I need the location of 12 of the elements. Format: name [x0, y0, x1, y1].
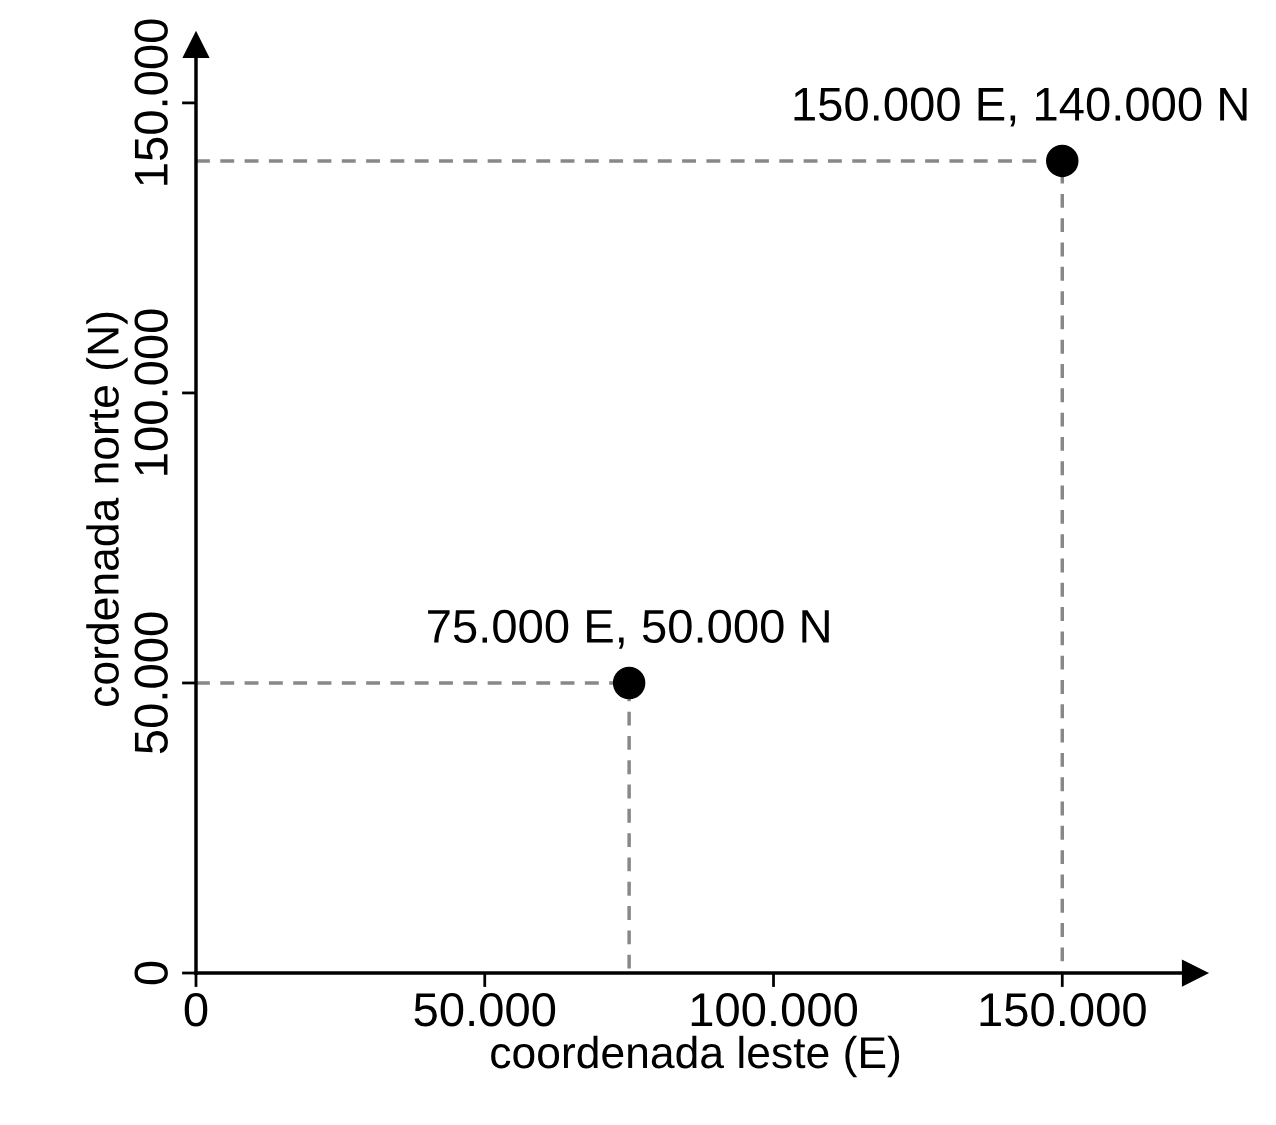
- y-tick-label: 50.000: [134, 612, 168, 754]
- x-tick-label: 100.000: [691, 993, 858, 1027]
- y-tick-label: 150.000: [134, 19, 168, 185]
- y-axis-title: cordenada norte (N): [86, 312, 128, 706]
- y-tick-label: 100.000: [134, 309, 168, 475]
- y-tick-label: 0: [134, 961, 168, 985]
- data-label: 75.000 E, 50.000 N: [428, 609, 829, 649]
- x-tick-label: 0: [184, 993, 208, 1027]
- x-axis-title: coordenada leste (E): [491, 1035, 900, 1078]
- x-tick-label: 150.000: [980, 993, 1146, 1027]
- x-tick-label: 50.000: [414, 993, 556, 1027]
- data-label: 150.000 E, 140.000 N: [794, 87, 1247, 127]
